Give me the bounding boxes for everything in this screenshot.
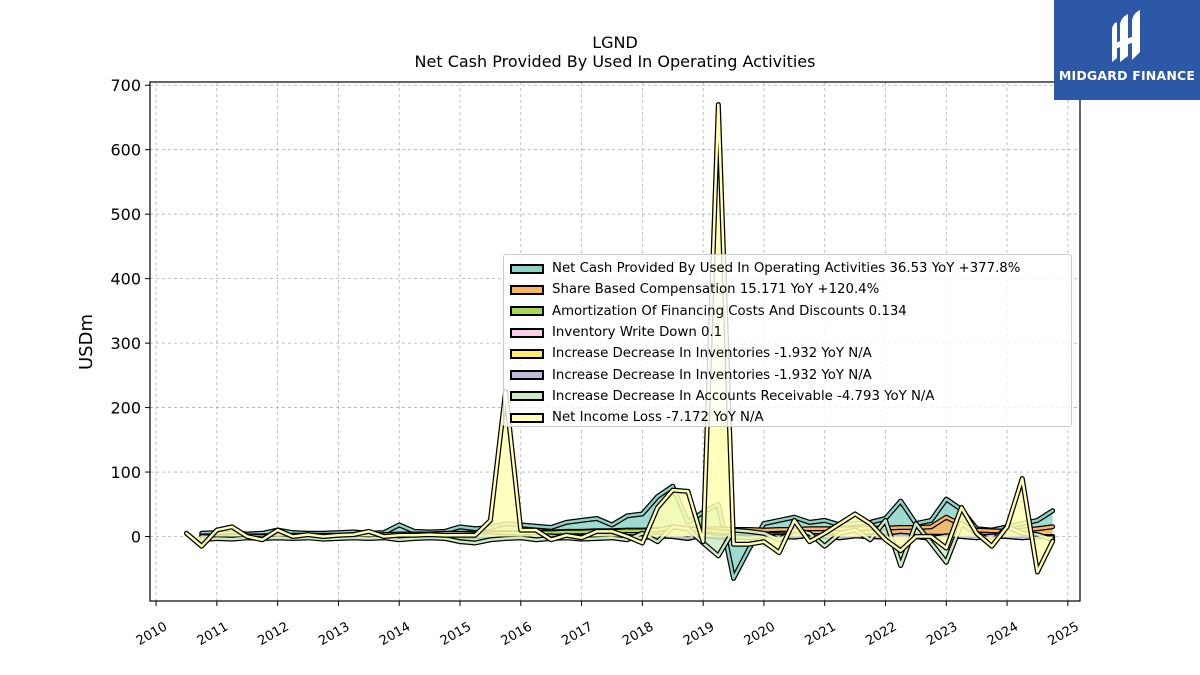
y-tick-label: 600 — [110, 141, 141, 160]
legend-swatch — [510, 370, 544, 381]
legend: Net Cash Provided By Used In Operating A… — [503, 254, 1072, 427]
legend-swatch — [510, 348, 544, 359]
series-area-net-income-loss — [186, 104, 1053, 572]
series-line-net-income-loss — [185, 103, 1054, 574]
legend-item: Net Cash Provided By Used In Operating A… — [510, 258, 1071, 279]
y-axis: 0 100 200 300 400 500 600 700 — [110, 76, 150, 547]
x-tick-label: 2012 — [255, 619, 291, 649]
legend-item: Net Income Loss -7.172 YoY N/A — [510, 407, 1071, 428]
legend-label: Increase Decrease In Accounts Receivable… — [552, 388, 935, 404]
x-tick-label: 2019 — [681, 619, 717, 649]
x-tick-label: 2025 — [1046, 619, 1082, 649]
legend-item: Amortization Of Financing Costs And Disc… — [510, 301, 1071, 322]
legend-swatch — [510, 412, 544, 423]
y-tick-label: 200 — [110, 399, 141, 418]
x-tick-label: 2014 — [377, 619, 413, 649]
x-tick-label: 2017 — [559, 619, 595, 649]
legend-item: Increase Decrease In Inventories -1.932 … — [510, 364, 1071, 385]
x-tick-label: 2010 — [134, 619, 170, 649]
x-tick-label: 2020 — [742, 619, 778, 649]
y-tick-label: 700 — [110, 76, 141, 95]
legend-label: Share Based Compensation 15.171 YoY +120… — [552, 282, 880, 298]
legend-swatch — [510, 306, 544, 317]
legend-label: Net Income Loss -7.172 YoY N/A — [552, 410, 764, 426]
legend-label: Amortization Of Financing Costs And Disc… — [552, 303, 907, 319]
legend-item: Inventory Write Down 0.1 — [510, 322, 1071, 343]
x-tick-label: 2018 — [620, 619, 656, 649]
x-tick-label: 2015 — [438, 619, 474, 649]
x-tick-label: 2011 — [195, 619, 231, 649]
y-axis-label: USDm — [76, 314, 97, 370]
series-line-net-cash-provided-by-used-in-operating-activities — [200, 484, 1054, 580]
x-tick-label: 2021 — [803, 619, 839, 649]
legend-item: Increase Decrease In Accounts Receivable… — [510, 386, 1071, 407]
y-tick-label: 400 — [110, 270, 141, 289]
legend-item: Share Based Compensation 15.171 YoY +120… — [510, 279, 1071, 300]
y-tick-label: 0 — [131, 528, 141, 547]
y-tick-label: 500 — [110, 205, 141, 224]
x-tick-label: 2023 — [924, 619, 960, 649]
chart-subtitle: Net Cash Provided By Used In Operating A… — [414, 52, 816, 71]
chart-title: LGND — [592, 33, 638, 52]
legend-swatch — [510, 327, 544, 338]
legend-label: Increase Decrease In Inventories -1.932 … — [552, 346, 872, 362]
legend-swatch — [510, 391, 544, 402]
x-axis: 2010 2011 2012 2013 2014 2015 2016 2017 2018 2019… — [134, 601, 1082, 649]
series-layer — [183, 102, 1056, 581]
x-tick-label: 2013 — [316, 619, 352, 649]
logo-mark-icon — [1112, 10, 1140, 62]
brand-name: MIDGARD FINANCE — [1058, 68, 1196, 83]
legend-label: Inventory Write Down 0.1 — [552, 325, 723, 341]
axes-frame — [149, 81, 1081, 602]
x-tick-label: 2016 — [499, 619, 535, 649]
legend-item: Increase Decrease In Inventories -1.932 … — [510, 343, 1071, 364]
x-tick-label: 2022 — [863, 619, 899, 649]
legend-swatch — [510, 263, 544, 274]
y-tick-label: 300 — [110, 334, 141, 353]
brand-logo: MIDGARD FINANCE — [1054, 0, 1200, 100]
legend-swatch — [510, 284, 544, 295]
legend-label: Increase Decrease In Inventories -1.932 … — [552, 367, 872, 383]
x-tick-label: 2024 — [985, 619, 1021, 649]
y-tick-label: 100 — [110, 463, 141, 482]
legend-label: Net Cash Provided By Used In Operating A… — [552, 261, 1021, 277]
